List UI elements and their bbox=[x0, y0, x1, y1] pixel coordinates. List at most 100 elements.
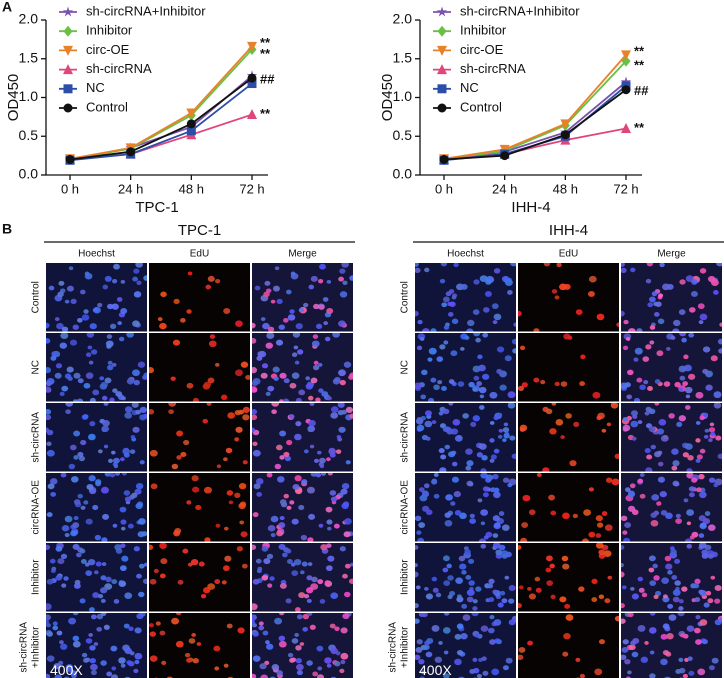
cell bbox=[100, 486, 109, 494]
cell bbox=[252, 673, 257, 678]
cell bbox=[469, 513, 475, 519]
cell bbox=[320, 544, 328, 551]
cell bbox=[675, 668, 682, 675]
cell bbox=[348, 578, 353, 584]
cell bbox=[565, 413, 572, 419]
cell bbox=[64, 299, 70, 304]
cell bbox=[695, 639, 702, 645]
cell bbox=[687, 373, 696, 380]
cell bbox=[652, 563, 658, 569]
series-line bbox=[443, 60, 627, 161]
cell bbox=[639, 493, 646, 499]
data-marker bbox=[436, 6, 448, 17]
cell bbox=[287, 314, 296, 321]
cell bbox=[415, 562, 418, 568]
cell bbox=[664, 555, 672, 562]
cell bbox=[295, 421, 302, 427]
cell bbox=[295, 607, 301, 612]
cell bbox=[204, 537, 211, 542]
cell bbox=[111, 666, 117, 671]
cell bbox=[641, 592, 648, 598]
cell bbox=[657, 476, 666, 483]
cell bbox=[488, 597, 495, 603]
cell bbox=[545, 408, 553, 415]
cell bbox=[120, 457, 125, 462]
cell bbox=[317, 450, 322, 455]
cell bbox=[279, 399, 284, 402]
cell bbox=[572, 513, 578, 519]
cell bbox=[50, 491, 57, 497]
cell bbox=[196, 642, 202, 646]
cell bbox=[89, 645, 96, 651]
cell bbox=[507, 403, 516, 409]
cell bbox=[623, 319, 629, 325]
cell bbox=[325, 565, 333, 572]
cell bbox=[668, 413, 675, 419]
cell bbox=[605, 477, 613, 483]
cell bbox=[682, 452, 689, 458]
cell bbox=[83, 657, 89, 663]
micrograph-bg bbox=[518, 613, 619, 678]
cell bbox=[202, 383, 211, 390]
cell bbox=[621, 310, 625, 317]
x-tick-label: 24 h bbox=[118, 181, 143, 196]
cell bbox=[275, 339, 284, 346]
cell bbox=[681, 337, 687, 343]
cell bbox=[688, 670, 695, 676]
cell bbox=[72, 543, 80, 550]
cell bbox=[85, 570, 93, 577]
cell bbox=[289, 657, 295, 663]
cell bbox=[424, 586, 429, 591]
cell bbox=[686, 509, 695, 516]
cell bbox=[258, 621, 264, 626]
cell bbox=[695, 615, 701, 620]
cell bbox=[341, 409, 347, 415]
cell bbox=[182, 548, 189, 554]
cell bbox=[83, 500, 89, 505]
cell bbox=[109, 323, 117, 329]
cell bbox=[648, 567, 655, 573]
micrograph bbox=[252, 613, 353, 678]
cell bbox=[493, 448, 500, 454]
cell bbox=[337, 403, 345, 408]
cell bbox=[675, 513, 681, 519]
cell bbox=[143, 372, 147, 379]
cell bbox=[282, 552, 288, 558]
cell bbox=[103, 403, 109, 406]
cell bbox=[53, 663, 61, 670]
cell bbox=[448, 451, 456, 458]
cell bbox=[83, 309, 89, 314]
cell bbox=[660, 435, 669, 442]
cell bbox=[472, 606, 478, 611]
cell bbox=[691, 279, 698, 285]
group-title: TPC-1 bbox=[178, 222, 221, 239]
cell bbox=[306, 575, 313, 581]
cell bbox=[106, 364, 114, 371]
cell bbox=[466, 460, 474, 467]
cell bbox=[112, 523, 118, 528]
cell bbox=[51, 351, 58, 357]
cell bbox=[90, 614, 97, 620]
micrograph-bg bbox=[518, 333, 619, 402]
cell bbox=[321, 391, 329, 397]
cell bbox=[134, 488, 142, 495]
cell bbox=[138, 518, 146, 525]
cell bbox=[69, 339, 78, 346]
cell bbox=[637, 576, 644, 582]
cell bbox=[473, 279, 480, 285]
cell bbox=[707, 275, 716, 283]
cell bbox=[80, 439, 87, 446]
cell bbox=[442, 627, 451, 634]
cell bbox=[137, 531, 145, 538]
cell bbox=[149, 449, 158, 457]
cell bbox=[270, 299, 276, 304]
cell bbox=[192, 486, 200, 493]
cell bbox=[257, 566, 263, 571]
cell bbox=[630, 410, 638, 417]
cell bbox=[55, 546, 63, 552]
cell bbox=[339, 291, 348, 298]
cell bbox=[672, 460, 680, 467]
cell bbox=[421, 328, 430, 332]
cell bbox=[595, 515, 603, 522]
cell bbox=[701, 549, 709, 556]
